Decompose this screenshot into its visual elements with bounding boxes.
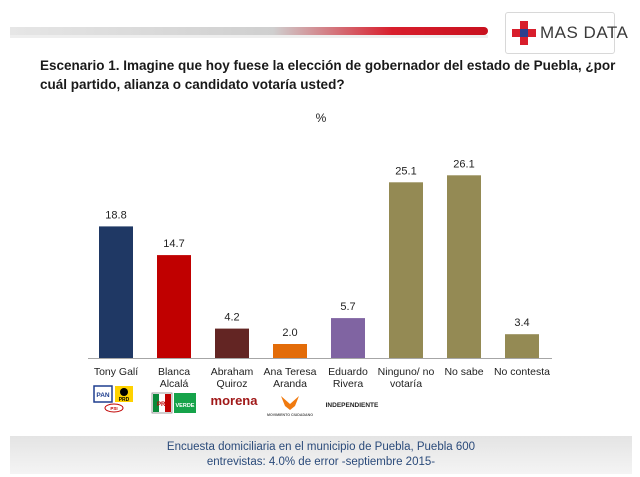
category-label: Eduardo xyxy=(328,366,368,378)
data-label: 14.7 xyxy=(163,238,184,250)
medical-cross-icon xyxy=(512,21,536,45)
data-label: 26.1 xyxy=(453,158,474,170)
pri-verde-logo: PRI VERDE xyxy=(151,392,196,414)
bar xyxy=(99,226,133,358)
bar xyxy=(331,318,365,358)
pri-logo-text: PRI xyxy=(157,402,167,408)
footer: Encuesta domiciliaria en el municipio de… xyxy=(10,436,632,474)
pri-red-stripe xyxy=(165,394,171,412)
category-label: Ana Teresa xyxy=(264,366,317,378)
data-label: 18.8 xyxy=(105,209,126,221)
bar xyxy=(505,334,539,358)
brand-name: MAS DATA xyxy=(540,23,629,42)
movimiento-ciudadano-logo: MOVIMIENTO CIUDADANO xyxy=(267,396,313,417)
pan-logo-text: PAN xyxy=(96,392,110,399)
brand-logo: MAS DATA xyxy=(505,12,628,54)
bar xyxy=(215,328,249,358)
data-label: 3.4 xyxy=(514,317,529,329)
psi-logo-text: PSI xyxy=(110,406,117,411)
footer-text: Encuesta domiciliaria en el municipio de… xyxy=(10,440,632,470)
y-axis-label: % xyxy=(316,111,327,125)
header-accent-bar xyxy=(10,27,488,35)
category-label: Quiroz xyxy=(217,378,248,390)
bar xyxy=(273,344,307,358)
category-label: Aranda xyxy=(273,378,307,390)
category-label: Abraham xyxy=(211,366,254,378)
data-label: 2.0 xyxy=(282,327,297,339)
bar xyxy=(389,182,423,358)
category-label: Ninguno/ no xyxy=(378,366,435,378)
pri-green-stripe xyxy=(153,394,159,412)
category-label: votaría xyxy=(390,378,422,390)
eagle-icon xyxy=(281,396,299,410)
footer-line-1: Encuesta domiciliaria en el municipio de… xyxy=(166,441,476,453)
psi-logo xyxy=(104,403,124,413)
category-label: Blanca xyxy=(158,366,190,378)
movimiento-ciudadano-text: MOVIMIENTO CIUDADANO xyxy=(267,413,313,417)
prd-logo-text: PRD xyxy=(119,397,130,403)
pan-logo xyxy=(93,385,113,403)
verde-logo-text: VERDE xyxy=(176,403,195,409)
category-label: Tony Galí xyxy=(94,366,138,378)
prd-sun-icon xyxy=(120,388,128,396)
data-label: 4.2 xyxy=(224,312,239,324)
data-label: 25.1 xyxy=(395,165,416,177)
category-label: No contesta xyxy=(494,366,550,378)
bar xyxy=(447,175,481,358)
verde-logo xyxy=(174,393,196,413)
independiente-label: INDEPENDIENTE xyxy=(326,402,379,409)
category-label: Rivera xyxy=(333,378,364,390)
footer-line-2: entrevistas: 4.0% de error -septiembre 2… xyxy=(206,456,436,468)
survey-question: Escenario 1. Imagine que hoy fuese la el… xyxy=(40,58,616,92)
data-label: 5.7 xyxy=(340,301,355,313)
bar xyxy=(157,255,191,358)
morena-logo: morena xyxy=(211,393,259,408)
category-label: Alcalá xyxy=(160,378,189,390)
category-label: No sabe xyxy=(444,366,483,378)
header-accent-shadow xyxy=(10,35,488,38)
